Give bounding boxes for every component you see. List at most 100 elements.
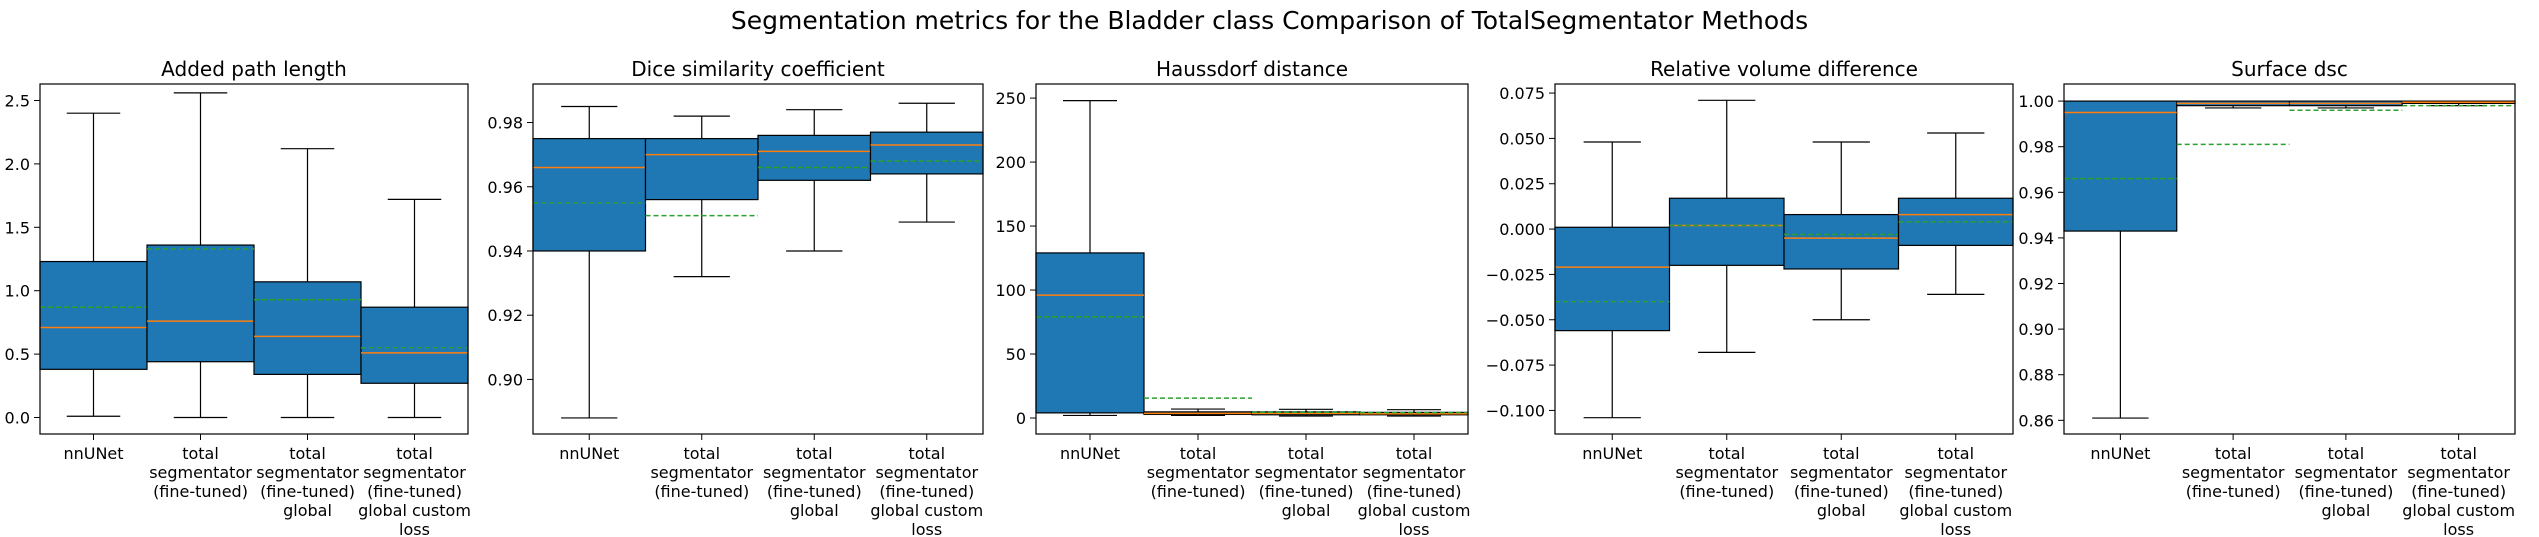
y-tick-label: 0.96 [487,178,523,197]
x-tick-label-line: segmentator [256,463,359,482]
box-4 [1897,132,2014,295]
x-tick-label: total segmentator (fine-tuned) [149,444,252,501]
panel-title: Dice similarity coefficient [631,57,885,81]
box-3 [1783,141,1900,321]
x-tick-label-line: segmentator [875,463,978,482]
x-tick-label-line: loss [399,520,430,537]
y-tick-label: 2.5 [5,91,30,110]
axes-frame [39,83,469,435]
y-tick-label: 0.92 [2018,275,2054,294]
x-tick-label-line: segmentator [2295,463,2398,482]
box-4 [2401,100,2516,107]
x-tick-label: total segmentator (fine-tuned) global custo… [870,444,983,537]
x-tick-label-line: global custom [870,501,983,520]
y-tick-label: 250 [995,89,1026,108]
box-2 [1668,99,1785,353]
x-tick-label: total segmentator (fine-tuned) global custo… [1358,444,1471,537]
figure-title: Segmentation metrics for the Bladder cla… [730,6,1809,35]
x-tick-label-line: nnUNet [559,444,619,463]
y-tick-label: 0.88 [2018,366,2054,385]
x-tick-label-line: (fine-tuned) [2186,482,2281,501]
x-tick-label-line: segmentator [1675,463,1778,482]
x-tick-label: nnUNet [1582,444,1642,463]
box-1 [2063,100,2178,419]
x-tick-label: total segmentator (fine-tuned) [650,444,753,501]
y-tick-label: −0.050 [1486,311,1545,330]
x-tick-label: total segmentator (fine-tuned) [2182,444,2285,501]
x-tick-label: nnUNet [63,444,123,463]
x-tick-label-line: total [1288,444,1325,463]
panel-title: Added path length [161,57,347,81]
x-tick-label-line: total [908,444,945,463]
panel-2: Dice similarity coefficient 0.90 0.92 0.94 0… [487,57,984,537]
x-tick-label-line: global [790,501,839,520]
x-tick-label-line: segmentator [2407,463,2510,482]
x-tick-label-line: (fine-tuned) [767,482,862,501]
x-tick-label-line: global custom [2402,501,2515,520]
x-tick-label-line: total [796,444,833,463]
x-tick-label-line: segmentator [1255,463,1358,482]
axes-frame [532,83,984,435]
x-tick-label-line: global custom [1899,501,2012,520]
y-tick-label: 0.90 [2018,320,2054,339]
x-tick-label-line: segmentator [363,463,466,482]
x-tick-label: total segmentator (fine-tuned) global custo… [358,444,471,537]
x-tick-label-line: loss [1940,520,1971,537]
y-tick-label: 100 [995,281,1026,300]
x-tick-label-line: loss [1399,520,1430,537]
y-tick-label: 1.5 [5,218,30,237]
panel-4: Relative volume difference −0.100 −0.075 −0… [1486,57,2014,537]
axes-frame [2063,83,2516,435]
x-tick-label: total segmentator (fine-tuned) global [763,444,866,520]
x-tick-label-line: total [1937,444,1974,463]
y-tick-label: 0.98 [2018,138,2054,157]
x-tick-label-line: total [1823,444,1860,463]
box-4 [1359,409,1469,417]
axes-frame [1554,83,2014,435]
y-tick-label: 2.0 [5,155,30,174]
iqr-box [1783,213,1900,270]
x-tick-label-line: global [2321,501,2370,520]
x-tick-label-line: (fine-tuned) [153,482,248,501]
x-tick-label: nnUNet [1060,444,1120,463]
x-tick-label: total segmentator (fine-tuned) [1147,444,1250,501]
iqr-box [757,134,872,181]
x-tick-label-line: total [2215,444,2252,463]
box-3 [253,148,362,419]
y-tick-label: 0.050 [1499,129,1545,148]
panel-title: Haussdorf distance [1156,57,1348,81]
y-tick-label: 0.5 [5,345,30,364]
box-3 [1251,408,1361,417]
x-tick-label-line: (fine-tuned) [1679,482,1774,501]
box-3 [757,109,872,252]
y-tick-label: −0.025 [1486,265,1545,284]
x-tick-label: total segmentator (fine-tuned) global [1255,444,1358,520]
x-tick-label-line: total [182,444,219,463]
x-tick-label: nnUNet [559,444,619,463]
x-tick-label-line: segmentator [763,463,866,482]
x-tick-label-line: nnUNet [2090,444,2150,463]
x-tick-label-line: (fine-tuned) [1794,482,1889,501]
x-tick-label-line: total [683,444,720,463]
box-4 [869,102,984,223]
y-tick-label: 0.0 [5,409,30,428]
x-tick-label-line: (fine-tuned) [1151,482,1246,501]
x-tick-label-line: global [1817,501,1866,520]
panel-title: Surface dsc [2231,57,2348,81]
x-tick-label-line: global custom [358,501,471,520]
x-tick-label-line: segmentator [1790,463,1893,482]
x-tick-label-line: total [1180,444,1217,463]
box-4 [360,198,469,419]
axes-frame [1035,83,1469,435]
x-tick-label-line: total [289,444,326,463]
y-tick-label: −0.100 [1486,401,1545,420]
x-tick-label-line: total [1396,444,1433,463]
x-tick-label: total segmentator (fine-tuned) global [1790,444,1893,520]
iqr-box [39,260,148,370]
panel-5: Surface dsc 0.86 0.88 0.90 0.92 0.94 0.96 0.98 1… [2018,57,2516,537]
x-tick-label-line: nnUNet [1060,444,1120,463]
x-tick-label-line: (fine-tuned) [2411,482,2506,501]
y-tick-label: 200 [995,153,1026,172]
y-tick-label: 0.86 [2018,411,2054,430]
x-tick-label: total segmentator (fine-tuned) global custo… [2402,444,2515,537]
